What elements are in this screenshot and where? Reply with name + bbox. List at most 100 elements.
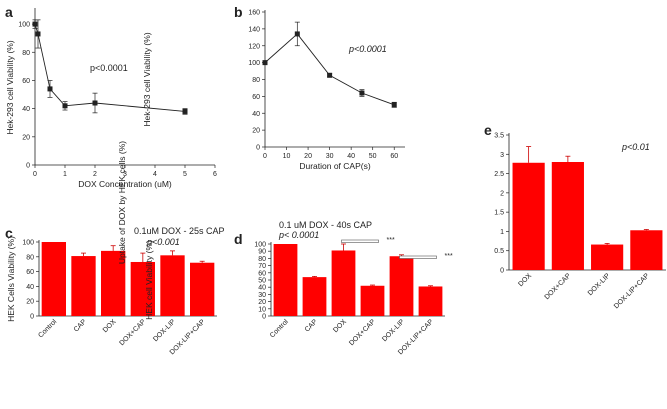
data-point <box>359 90 365 96</box>
y-tick-label: 10 <box>258 306 266 313</box>
y-tick-label: 100 <box>22 240 34 247</box>
data-point <box>262 60 268 66</box>
x-tick-label: 2 <box>93 171 97 178</box>
y-tick-label: 1.5 <box>494 210 504 217</box>
y-axis-label: HEK Cells Viability (%) <box>6 236 16 322</box>
bar <box>630 230 663 270</box>
y-tick-label: 70 <box>258 263 266 270</box>
significance-bracket <box>341 239 379 243</box>
y-tick-label: 2.5 <box>494 171 504 178</box>
x-tick-label: DOX-LIP+CAP <box>613 272 651 310</box>
data-point <box>32 21 38 27</box>
y-tick-label: 3.5 <box>494 133 504 140</box>
data-point <box>92 100 98 106</box>
significance-stars: *** <box>387 237 395 244</box>
y-axis-label: Hek-293 cell Viability (%) <box>5 40 15 134</box>
panel-label: c <box>5 225 13 241</box>
bar <box>331 250 356 316</box>
x-tick-label: 30 <box>326 153 334 160</box>
data-point <box>294 31 300 37</box>
x-tick-label: 60 <box>390 153 398 160</box>
y-tick-label: 20 <box>26 299 34 306</box>
y-tick-label: 100 <box>18 22 30 29</box>
y-tick-label: 0 <box>30 314 34 321</box>
significance-text: p<0.0001 <box>348 44 387 54</box>
x-tick-label: DOX-LIP <box>587 272 612 297</box>
panel-label: d <box>234 231 243 247</box>
y-tick-label: 100 <box>254 242 266 249</box>
y-tick-label: 20 <box>252 128 260 135</box>
significance-stars: *** <box>445 253 453 260</box>
y-tick-label: 100 <box>248 60 260 67</box>
bar <box>41 242 66 316</box>
y-tick-label: 60 <box>258 270 266 277</box>
y-tick-label: 60 <box>26 269 34 276</box>
data-point <box>35 31 41 37</box>
y-tick-label: 80 <box>258 256 266 263</box>
y-tick-label: 1 <box>500 229 504 236</box>
y-tick-label: 40 <box>26 284 34 291</box>
data-point <box>327 72 333 78</box>
data-point <box>391 102 397 108</box>
panel-label: a <box>5 4 13 20</box>
panel-label: e <box>484 122 492 138</box>
y-tick-label: 3 <box>500 152 504 159</box>
y-tick-label: 120 <box>248 43 260 50</box>
x-tick-label: 0 <box>263 153 267 160</box>
condition-text: 0.1uM DOX - 25s CAP <box>134 226 225 236</box>
significance-text: p<0.01 <box>621 142 650 152</box>
panel-a: a 0 20 40 60 80 100 Hek-293 cell Viability (%) 0… <box>5 4 217 189</box>
bar <box>71 256 96 316</box>
bar <box>101 250 126 316</box>
x-axis-label: Duration of CAP(s) <box>299 161 370 171</box>
panel-b: b 0 20 40 60 80 100 120 140 160 Hek-293 cell Viabi… <box>142 4 405 171</box>
y-tick-label: 140 <box>248 26 260 33</box>
panel-e: e 0 0.5 1 1.5 2 2.5 3 3.5 Uptake of DOX by HEK ce… <box>117 122 666 310</box>
y-axis-label: HEK cell Viability (%) <box>144 240 154 320</box>
y-tick-label: 160 <box>248 10 260 17</box>
panel-label: b <box>234 4 243 20</box>
bar <box>418 286 443 316</box>
y-tick-label: 50 <box>258 278 266 285</box>
x-tick-label: 4 <box>153 171 157 178</box>
x-tick-label: 40 <box>347 153 355 160</box>
x-tick-label: DOX <box>517 272 533 288</box>
x-tick-label: 3 <box>123 171 127 178</box>
bar <box>160 255 185 316</box>
bar <box>551 162 584 270</box>
significance-text: p< 0.0001 <box>278 230 319 240</box>
x-tick-label: Control <box>37 318 58 339</box>
x-tick-label: DOX+CAP <box>118 318 147 347</box>
x-tick-label: DOX <box>332 318 348 334</box>
bar <box>190 262 215 316</box>
y-tick-label: 30 <box>258 292 266 299</box>
y-tick-label: 90 <box>258 249 266 256</box>
x-tick-label: 0 <box>33 171 37 178</box>
y-tick-label: 20 <box>22 134 30 141</box>
y-axis-label: Uptake of DOX by HEK cells (%) <box>117 141 127 264</box>
panel-c: c 0 20 40 60 80 100 HEK Cells Viability (%) Cont… <box>5 225 225 356</box>
y-tick-label: 40 <box>258 285 266 292</box>
x-tick-label: DOX-LIP <box>152 318 177 343</box>
x-tick-label: DOX-LIP <box>381 318 406 343</box>
y-tick-label: 0 <box>26 163 30 170</box>
y-axis-label: Hek-293 cell Viability (%) <box>142 32 152 126</box>
y-tick-label: 80 <box>26 254 34 261</box>
y-tick-label: 60 <box>252 94 260 101</box>
x-tick-label: CAP <box>73 318 88 333</box>
x-tick-label: CAP <box>304 318 319 333</box>
y-tick-label: 80 <box>252 77 260 84</box>
data-point <box>182 108 188 114</box>
y-tick-label: 20 <box>258 299 266 306</box>
significance-text: p<0.001 <box>146 237 180 247</box>
bar <box>360 285 385 316</box>
x-axis-label: DOX Concentration (uM) <box>78 179 172 189</box>
bar <box>130 261 155 316</box>
y-tick-label: 80 <box>22 50 30 57</box>
condition-text: 0.1 uM DOX - 40s CAP <box>279 220 372 230</box>
x-tick-label: DOX <box>102 318 118 334</box>
x-tick-label: 6 <box>213 171 217 178</box>
x-tick-label: DOX+CAP <box>348 318 377 347</box>
bar <box>302 277 327 316</box>
